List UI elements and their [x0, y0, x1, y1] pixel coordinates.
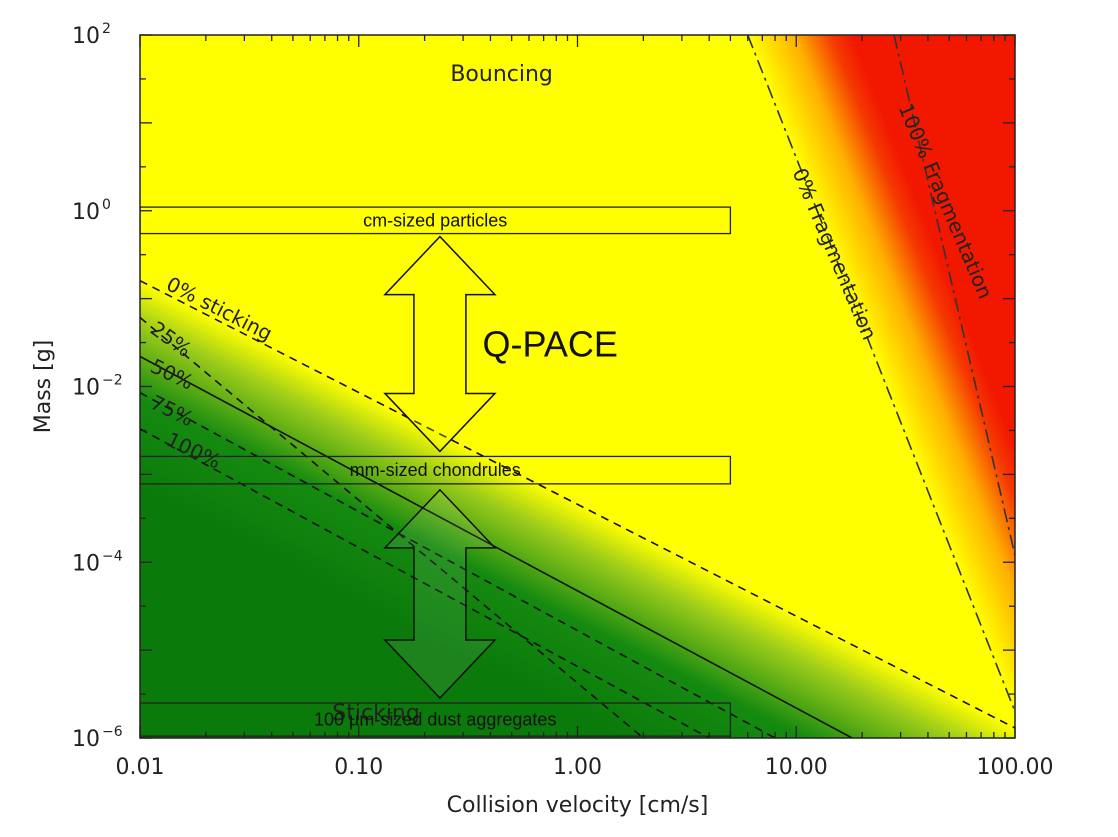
y-tick-exponent: 2	[102, 21, 111, 37]
size-band-1	[140, 455, 732, 485]
y-tick-exponent: −6	[102, 724, 123, 740]
qpace-arrow-upper	[383, 235, 497, 453]
y-tick-label: 10	[72, 551, 100, 576]
y-tick-exponent: 0	[102, 197, 111, 213]
qpace-arrows	[383, 235, 497, 700]
axis-ticks	[139, 34, 1016, 739]
y-tick-exponent: −4	[102, 548, 123, 564]
y-axis-label: Mass [g]	[31, 340, 56, 434]
x-tick-label: 0.01	[116, 755, 165, 780]
size-band-0	[140, 206, 732, 235]
y-tick-exponent: −2	[102, 373, 123, 389]
sticking-region	[140, 280, 1015, 738]
qpace-label: Q-PACE	[482, 323, 617, 364]
y-tick-label: 10	[72, 24, 100, 49]
size-bands	[140, 206, 732, 737]
size-band-label: mm-sized chondrules	[350, 460, 521, 480]
y-tick-label: 10	[72, 376, 100, 401]
regime-lines	[140, 35, 1015, 738]
x-tick-label: 0.10	[334, 755, 383, 780]
fragmentation-line-0	[746, 35, 1015, 712]
x-tick-label: 1.00	[553, 755, 602, 780]
sticking-line-4	[140, 428, 710, 738]
plot-area	[140, 35, 1015, 738]
sticking-label: Sticking	[332, 701, 420, 726]
fragmentation-line-1	[893, 35, 1015, 556]
size-band-label: cm-sized particles	[363, 210, 507, 230]
y-tick-label: 10	[72, 200, 100, 225]
size-band-label: 100 µm-sized dust aggregates	[314, 710, 557, 730]
y-tick-label: 10	[72, 727, 100, 752]
sticking-line-3	[140, 391, 776, 738]
sticking-line-0	[140, 279, 1015, 729]
qpace-arrow-lower	[383, 488, 497, 700]
size-band-2	[140, 702, 732, 737]
x-axis-label: Collision velocity [cm/s]	[447, 793, 709, 818]
x-tick-label: 100.00	[977, 755, 1054, 780]
bouncing-label: Bouncing	[450, 62, 553, 87]
sticking-line-2	[140, 355, 853, 738]
sticking-line-1	[140, 316, 644, 738]
x-tick-label: 10.00	[765, 755, 828, 780]
